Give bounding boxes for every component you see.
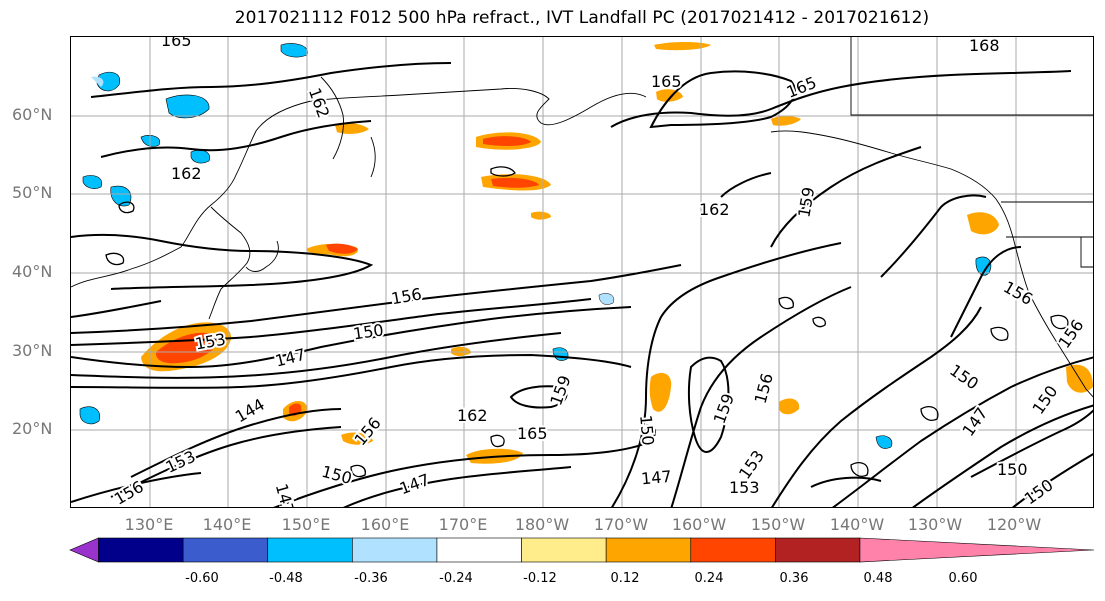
colorbar-tick-label: 0.24 [694,571,724,586]
contour-label: 159 [546,373,574,408]
contour-label: 147 [640,467,672,489]
colorbar-tick-label: -0.36 [354,571,388,586]
contour-label: 153 [163,447,199,477]
contour-label: 150 [352,320,385,343]
lon-label: 170°E [438,515,488,534]
contour-label: 147 [272,482,298,508]
colorbar [69,537,1095,563]
map-panel: 168 165 165 165 162 162 162 159 156 153 … [70,36,1094,508]
graticule [71,37,1093,507]
contour-label: 147 [958,404,991,440]
colorbar-tick-label: -0.24 [439,571,473,586]
lat-label-30n: 30°N [12,341,53,360]
contour-label: 159 [794,186,818,219]
contour-label: 159 [710,391,738,426]
contour-label: 162 [699,200,730,219]
colorbar-extend-max [859,537,1095,563]
lon-label: 140°W [829,515,885,534]
lon-label: 130°W [907,515,963,534]
contour-label: 153 [729,478,760,497]
contour-label: 165 [651,72,682,91]
lat-label-20n: 20°N [12,419,53,438]
lat-label-60n: 60°N [12,105,53,124]
colorbar-cell [690,537,776,563]
contour-label: 156 [390,284,423,308]
colorbar-cell [521,537,607,563]
lat-label-50n: 50°N [12,183,53,202]
lon-label: 180°W [514,515,570,534]
small-contours [105,166,1069,478]
colorbar-tick-label: 0.36 [779,571,809,586]
contour-label: 162 [305,85,333,120]
map-canvas: 168 165 165 165 162 162 162 159 156 153 … [71,37,1093,508]
lon-label: 160°E [360,515,410,534]
colorbar-tick-label: -0.48 [269,571,303,586]
contour-label: 165 [517,424,548,443]
map-title: 2017021112 F012 500 hPa refract., IVT La… [234,8,930,28]
colorbar-cell [98,537,184,563]
contour-label: 150 [946,360,982,393]
positive-shading [141,42,1093,464]
contour-label: 156 [1000,277,1036,309]
colorbar-tick-label: 0.48 [863,571,893,586]
lon-label: 150°E [281,515,331,534]
colorbar-cell [352,537,438,563]
lon-label: 170°W [593,515,649,534]
lon-label: 150°W [750,515,806,534]
lon-label: 140°E [202,515,252,534]
contour-label: 150 [1028,382,1061,418]
coastlines [71,37,1093,398]
colorbar-tick-label: -0.12 [523,571,557,586]
colorbar-cell [182,537,269,563]
lat-label-40n: 40°N [12,262,53,281]
colorbar-cell [775,537,861,563]
colorbar-cell [436,537,522,563]
contour-label: 165 [784,73,819,102]
colorbar-extend-min [69,537,99,563]
contour-label: 162 [171,164,202,183]
colorbar-tick-label: -0.60 [185,571,219,586]
lon-label: 160°W [671,515,727,534]
colorbar-cell [605,537,692,563]
contour-label: 147 [273,345,307,371]
contour-label: 156 [751,371,777,405]
colorbar-cell [267,537,353,563]
contour-label: 150 [636,414,658,446]
contour-label: 147 [397,470,432,498]
colorbar-tick-label: 0.12 [610,571,640,586]
contour-label: 162 [457,406,488,425]
contour-label: 165 [161,37,192,50]
contour-label: 150 [997,460,1028,479]
contour-label: 168 [969,37,1000,55]
lon-label: 120°W [986,515,1042,534]
colorbar-tick-label: 0.60 [948,571,978,586]
contour-label: 150 [320,462,354,488]
lon-label: 130°E [124,515,174,534]
refractivity-contours [71,62,1093,507]
